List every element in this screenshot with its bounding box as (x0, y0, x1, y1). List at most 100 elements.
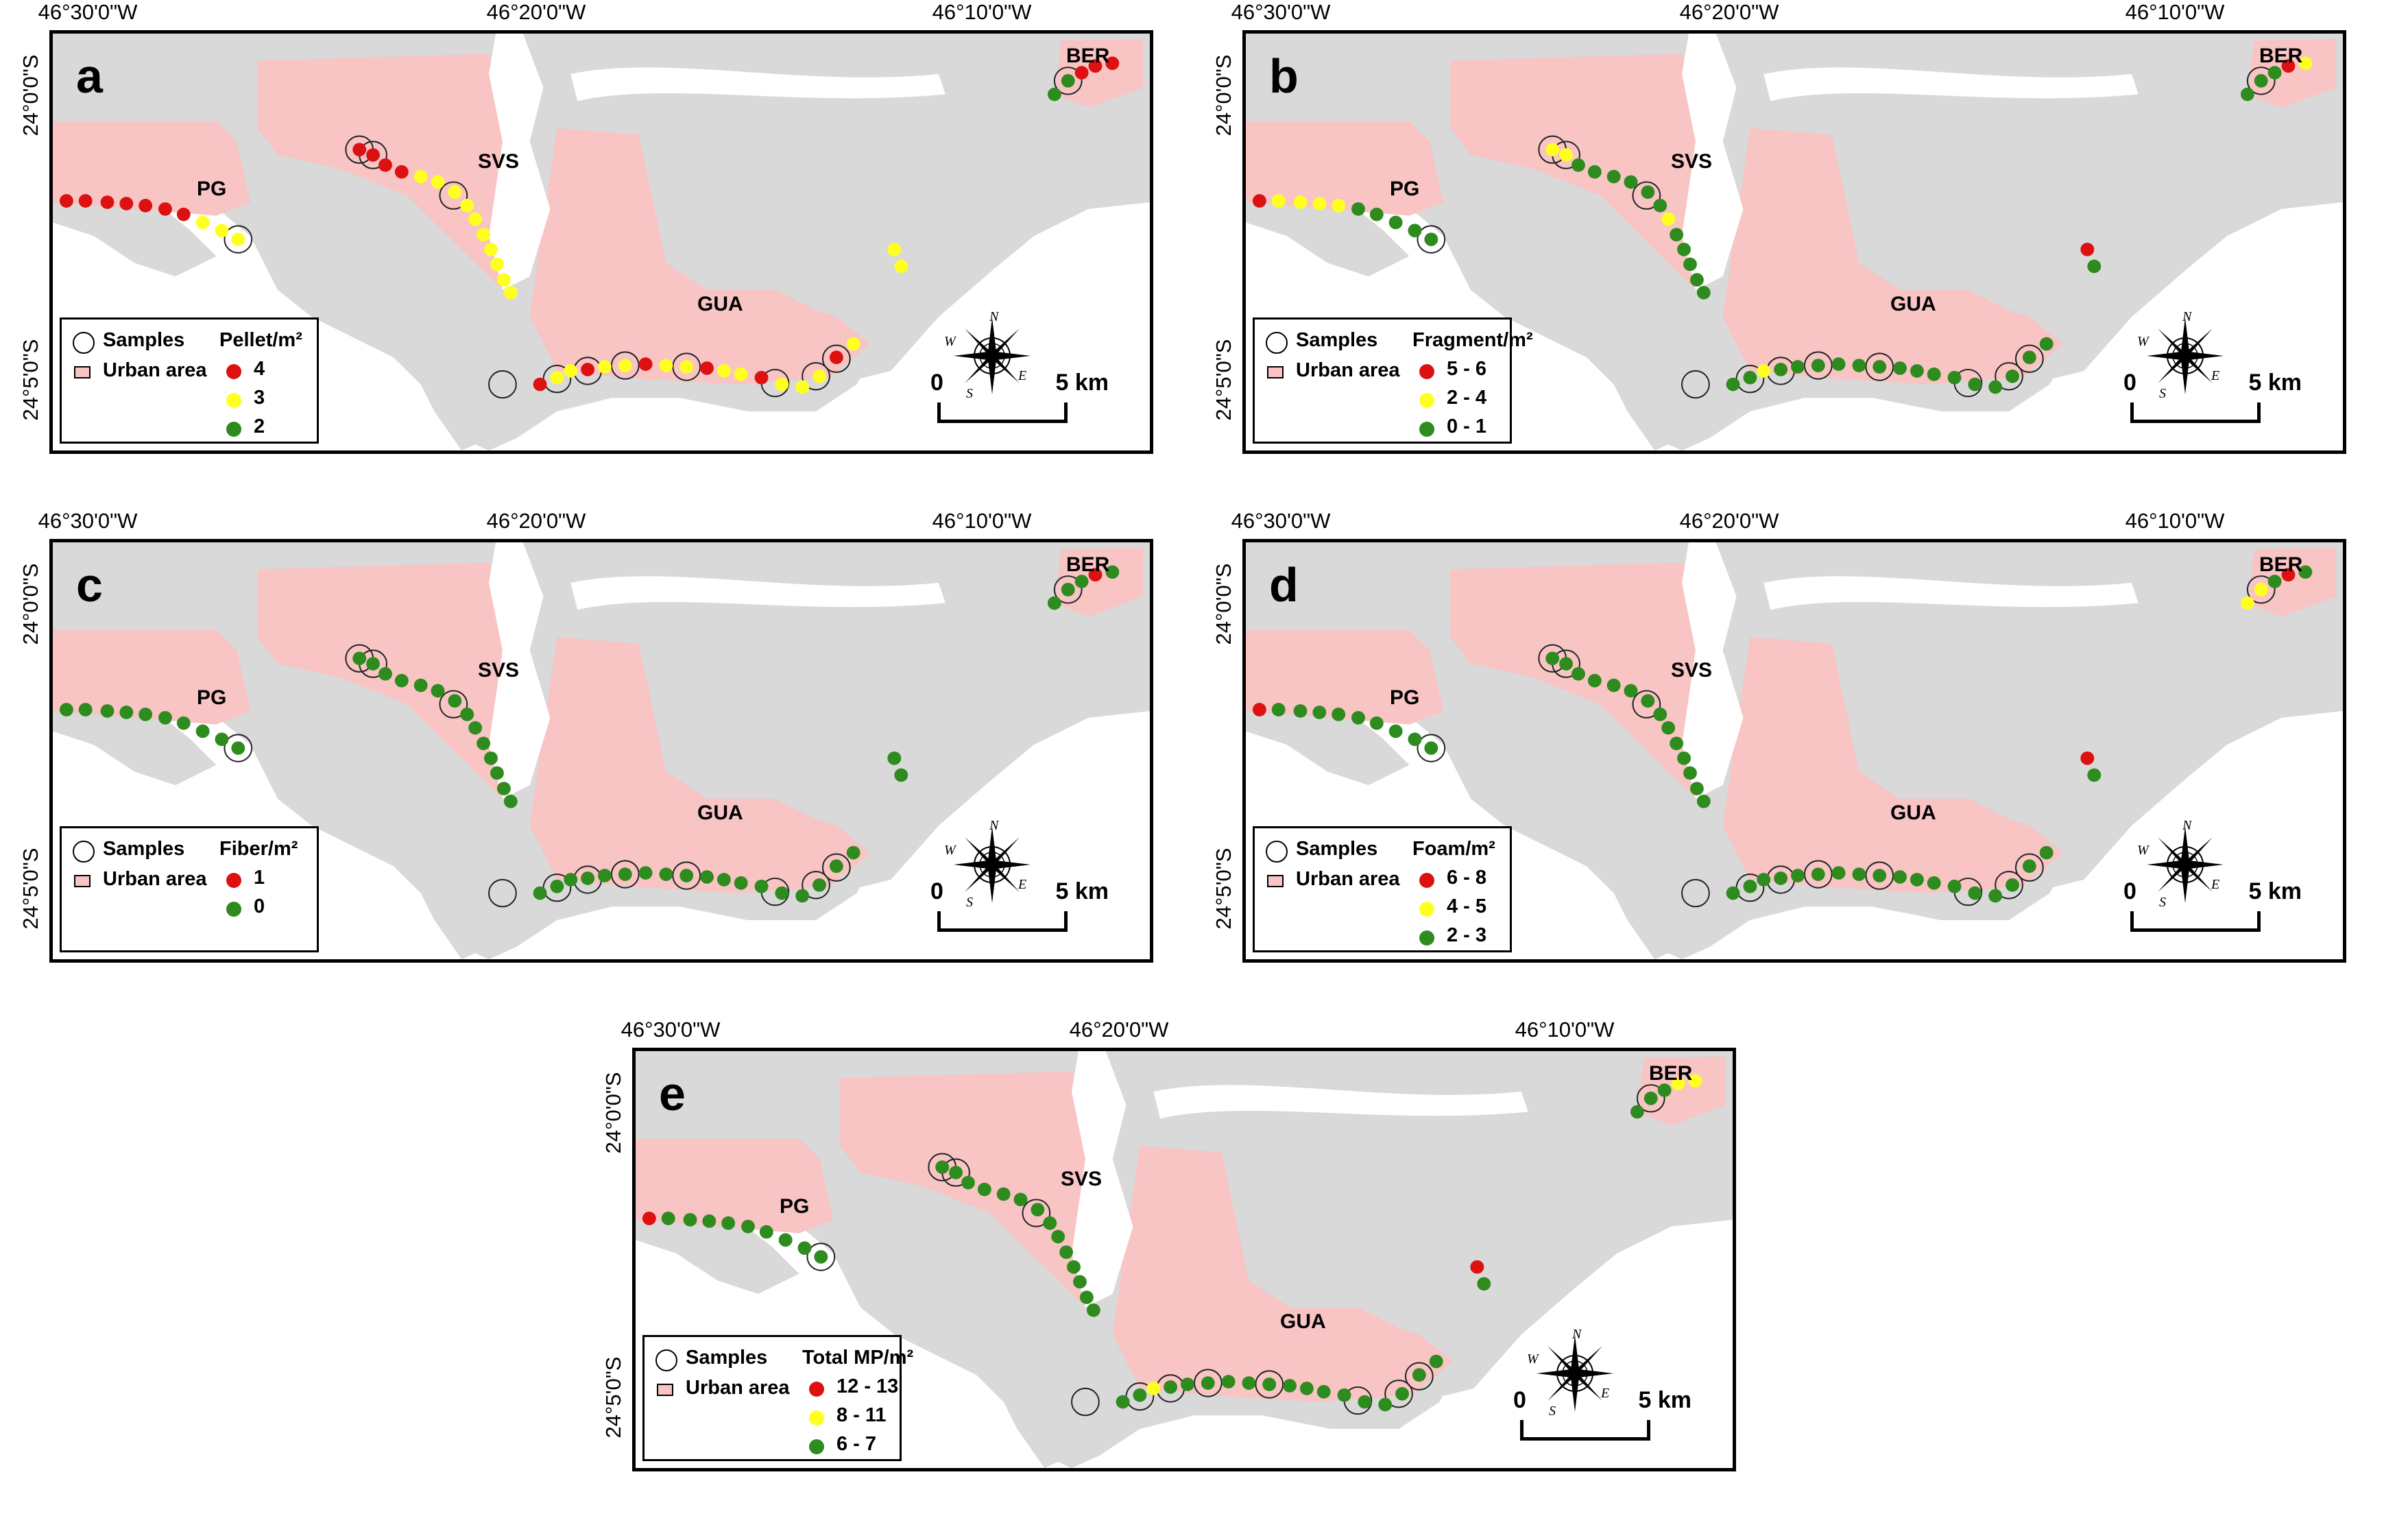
place-label: SVS (478, 659, 520, 682)
sample-circle (821, 853, 851, 882)
sample-site-dot (618, 867, 632, 881)
sample-site-dot (1653, 708, 1667, 721)
sample-site-dot (139, 708, 153, 721)
channel (1763, 67, 2139, 101)
compass-west-label: W (944, 334, 956, 349)
sample-circle (1193, 1369, 1223, 1397)
longitude-tick: 46°30'0"W (38, 509, 138, 533)
sample-circle (672, 861, 701, 890)
sample-site-dot (1893, 361, 1907, 375)
sample-site-dot (1927, 876, 1941, 890)
compass-north-label: N (989, 309, 999, 324)
latitude-tick: 24°5'0"S (601, 1356, 625, 1439)
sample-site-dot (1388, 724, 1403, 738)
sample-circle (488, 370, 517, 399)
sample-site-dot (1047, 596, 1061, 610)
latitude-tick: 24°0'0"S (1212, 563, 1236, 645)
legend-dot-icon (226, 364, 241, 379)
sample-site-dot (1683, 257, 1697, 272)
compass-east-label: E (1601, 1386, 1610, 1401)
sample-site-dot (413, 169, 428, 184)
latitude-tick: 24°5'0"S (1212, 339, 1236, 421)
sample-site-dot (1061, 583, 1075, 597)
scale-end-label: 5 km (1638, 1387, 1692, 1413)
sample-site-dot (1852, 867, 1866, 881)
sample-circle (488, 878, 517, 908)
sample-site-dot (1332, 708, 1346, 721)
sample-site-dot (2298, 56, 2313, 71)
samples-label: Samples (1296, 329, 1378, 351)
sample-circle (2014, 853, 2044, 882)
sample-site-dot (581, 363, 595, 376)
sample-site-dot (1424, 232, 1438, 246)
sample-site-dot (1927, 367, 1941, 381)
compass-rose-icon (2147, 826, 2224, 903)
map-legend: Samples Urban area Fragment/m² 5 - 6 2 - … (1253, 317, 1533, 444)
sample-site-dot (1624, 684, 1638, 698)
sample-site-dot (394, 673, 409, 688)
urban-area (1112, 1145, 1454, 1402)
sample-site-dot (158, 710, 172, 725)
sample-circle-icon (655, 1349, 677, 1371)
sample-site-dot (829, 350, 843, 365)
legend-dot-icon (1419, 873, 1434, 888)
sample-site-dot (1312, 706, 1327, 719)
sample-circle (672, 352, 701, 381)
sample-site-dot (1242, 1376, 1256, 1390)
sample-site-dot (741, 1219, 755, 1234)
sample-site-dot (1047, 87, 1061, 101)
sample-site-dot (1395, 1386, 1409, 1401)
sample-site-dot (1791, 360, 1805, 374)
compass-west-label: W (2137, 843, 2149, 858)
sample-site-dot (1726, 377, 1740, 392)
samples-label: Samples (1296, 838, 1378, 860)
urban-area (1246, 629, 1444, 725)
sample-site-dot (1061, 74, 1075, 88)
compass-east-label: E (1018, 368, 1027, 383)
scale-start-label: 0 (2123, 370, 2136, 396)
sample-circle (806, 1242, 836, 1271)
legend-class-label: 2 - 4 (1447, 387, 1487, 409)
urban-area-icon (1267, 366, 1284, 378)
map-panel-a: 46°30'0"W 46°20'0"W 46°10'0"W 24°0'0"S 2… (14, 0, 1161, 458)
legend-class-label: 1 (254, 867, 265, 889)
urban-area-icon (657, 1384, 673, 1396)
sample-site-dot (1671, 1076, 1685, 1091)
sample-circle (1865, 861, 1894, 890)
sample-circle (1022, 1199, 1051, 1227)
sample-site-dot (2080, 242, 2095, 256)
sample-circle (1636, 1084, 1665, 1113)
legend-class-label: 4 (254, 358, 265, 380)
sample-site-dot (1689, 782, 1704, 795)
sample-site-dot (1873, 360, 1887, 374)
sample-site-dot (1811, 359, 1825, 372)
sample-circle (1632, 181, 1661, 210)
sample-site-dot (846, 337, 860, 351)
sample-site-dot (638, 357, 653, 371)
sample-site-dot (1910, 873, 1924, 887)
urban-area (1722, 128, 2064, 385)
scale-bar: 0 5 km (910, 370, 1116, 438)
longitude-tick: 46°10'0"W (932, 0, 1032, 24)
sample-site-dot (490, 766, 504, 780)
scale-bar: 0 5 km (1493, 1387, 1698, 1456)
sample-site-dot (460, 708, 474, 721)
map-frame: a PG SVS GUA BER Samples Urban area Pell… (49, 30, 1153, 454)
latitude-tick: 24°5'0"S (19, 339, 43, 421)
sample-circle (2014, 344, 2044, 373)
sample-site-dot (1677, 242, 1691, 256)
map-legend: Samples Urban area Fiber/m² 1 0 (60, 826, 319, 952)
sample-site-dot (100, 704, 115, 718)
legend-class-label: 4 - 5 (1447, 895, 1487, 917)
sample-site-dot (378, 667, 392, 681)
legend-dot-icon (226, 393, 241, 408)
channel (1072, 1051, 1133, 1308)
sample-site-dot (1852, 359, 1866, 372)
compass-rose-icon: N S E W (2137, 309, 2226, 401)
longitude-tick: 46°20'0"W (486, 0, 586, 24)
map-legend: Samples Urban area Foam/m² 6 - 8 4 - 5 2 -… (1253, 826, 1512, 952)
sample-site-dot (1670, 228, 1684, 242)
legend-dot-icon (226, 873, 241, 888)
sample-site-dot (1774, 871, 1788, 885)
place-label: PG (1390, 178, 1420, 200)
